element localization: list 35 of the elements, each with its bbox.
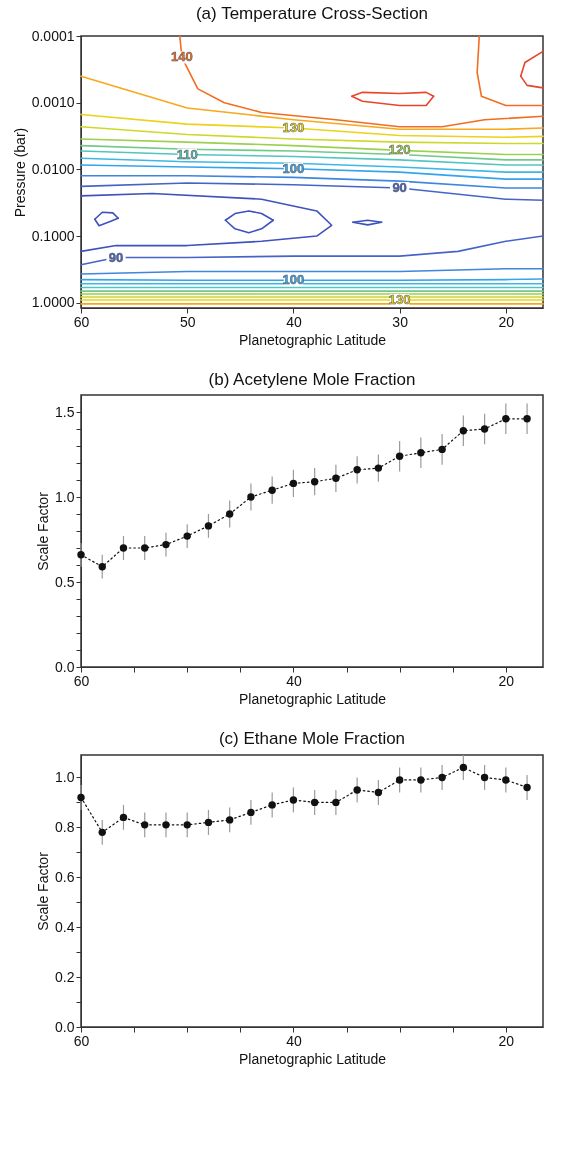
y-tick-label: 0.8 [55, 818, 75, 835]
x-tick-label: 60 [73, 672, 90, 689]
y-axis-title: Scale Factor [35, 491, 52, 571]
y-axis-title: Scale Factor [35, 851, 52, 931]
x-tick-label: 60 [73, 313, 90, 330]
y-tick-label: 0.2 [55, 968, 75, 985]
x-tick-label: 20 [498, 672, 515, 689]
x-tick-label: 20 [498, 1032, 515, 1049]
y-tick-label: 0.5 [55, 573, 75, 590]
x-tick-label: 50 [179, 313, 196, 330]
x-tick-label: 30 [392, 313, 409, 330]
y-tick-label: 0.1000 [31, 227, 75, 244]
y-tick-label: 1.0 [55, 768, 75, 785]
x-axis-title: Planetographic Latitude [238, 690, 387, 707]
x-axis-title: Planetographic Latitude [238, 1050, 387, 1067]
x-tick-label: 20 [498, 313, 515, 330]
y-tick-label: 0.0001 [31, 27, 75, 44]
x-tick-label: 60 [73, 1032, 90, 1049]
y-tick-label: 0.6 [55, 868, 75, 885]
y-axis-title: Pressure (bar) [11, 127, 28, 218]
y-tick-label: 0.0 [55, 658, 75, 675]
chart-title: (a) Temperature Cross-Section [195, 4, 429, 23]
x-tick-label: 40 [286, 313, 302, 330]
y-tick-label: 0.4 [55, 918, 75, 935]
y-tick-label: 1.0000 [31, 294, 75, 311]
y-tick-label: 0.0100 [31, 160, 75, 177]
x-axis-title: Planetographic Latitude [238, 331, 387, 348]
x-tick-label: 40 [286, 1032, 302, 1049]
y-tick-label: 0.0 [55, 1018, 75, 1035]
y-tick-label: 1.0 [55, 488, 75, 505]
chart-title: (c) Ethane Mole Fraction [218, 729, 406, 749]
chart-title: (b) Acetylene Mole Fraction [208, 370, 416, 389]
y-tick-label: 1.5 [55, 403, 75, 420]
x-tick-label: 40 [286, 672, 302, 689]
y-tick-label: 0.0010 [31, 94, 75, 111]
